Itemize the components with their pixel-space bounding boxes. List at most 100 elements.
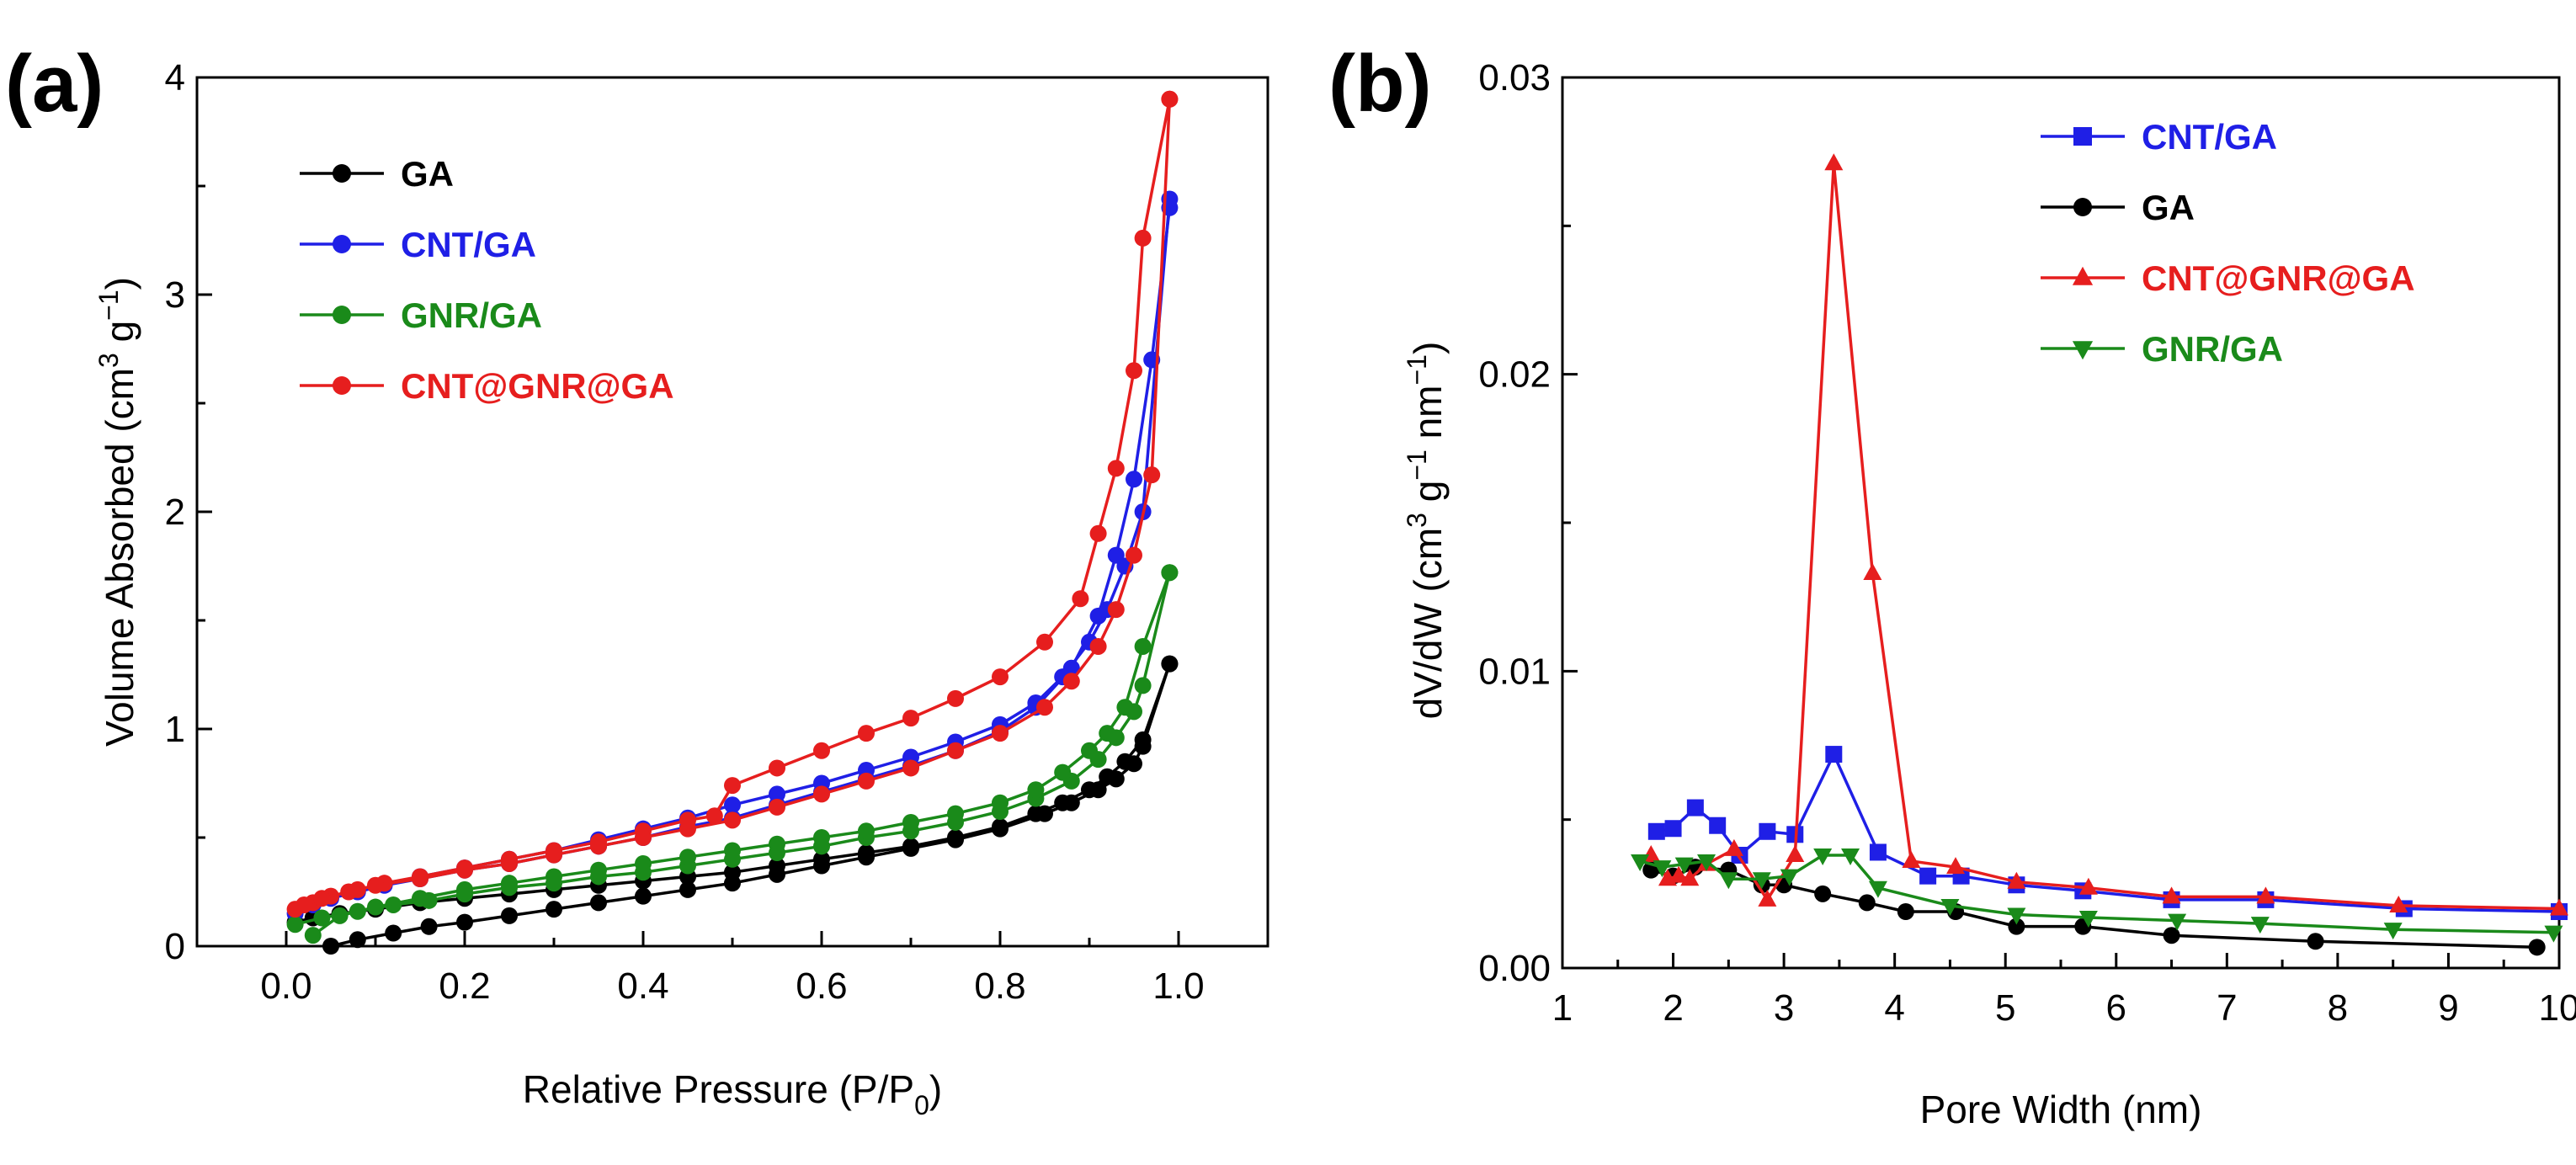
psd-cnt-ga-point bbox=[1664, 820, 1682, 838]
adsorption-ga-point bbox=[679, 880, 696, 898]
legend-marker bbox=[2073, 198, 2092, 216]
desorption-gnr-ga-point bbox=[1099, 725, 1116, 742]
y-tick-label: 0.00 bbox=[1478, 948, 1551, 989]
desorption-gnr-ga-point bbox=[412, 890, 428, 907]
desorption-cnt-gnr-ga-point bbox=[902, 759, 919, 777]
desorption-gnr-ga-point bbox=[590, 861, 607, 879]
psd-cnt-gnr-ga-point bbox=[2078, 877, 2098, 895]
psd-cnt-gnr-ga-line bbox=[1649, 163, 2560, 911]
psd-cnt-gnr-ga-point bbox=[1680, 869, 1700, 886]
adsorption-cnt-gnr-ga-point bbox=[947, 689, 964, 707]
legend-label: GA bbox=[401, 154, 454, 194]
adsorption-ga-point bbox=[385, 924, 402, 942]
psd-ga-point bbox=[1897, 902, 1914, 920]
psd-cnt-ga-point bbox=[1647, 822, 1665, 840]
legend-a: GA CNT/GA GNR/GA CNT@GNR@GA bbox=[300, 154, 674, 406]
adsorption-cnt-gnr-ga-point bbox=[1072, 590, 1089, 608]
psd-gnr-ga-point bbox=[1780, 869, 1799, 886]
x-tick-label: 8 bbox=[2328, 987, 2348, 1029]
psd-cnt-gnr-ga-point bbox=[2550, 898, 2568, 916]
psd-ga-point bbox=[2307, 933, 2324, 950]
x-axis-title-b: Pore Width (nm) bbox=[1920, 1088, 2202, 1131]
desorption-gnr-ga-point bbox=[331, 907, 349, 924]
psd-cnt-gnr-ga-point bbox=[1669, 865, 1689, 883]
desorption-cnt-ga-point bbox=[724, 796, 741, 814]
legend-label: CNT/GA bbox=[401, 225, 536, 264]
adsorption-cnt-gnr-ga-point bbox=[992, 668, 1009, 686]
x-tick-label: 9 bbox=[2438, 987, 2458, 1029]
desorption-gnr-ga-point bbox=[367, 898, 384, 916]
psd-gnr-ga-point bbox=[1868, 880, 1887, 898]
psd-cnt-gnr-ga-point bbox=[2007, 871, 2026, 889]
psd-cnt-gnr-ga-point bbox=[1946, 857, 1966, 875]
adsorption-ga-point bbox=[635, 887, 652, 905]
x-tick-label: 0.4 bbox=[617, 966, 668, 1007]
psd-cnt-gnr-ga-point bbox=[2256, 886, 2275, 904]
adsorption-cnt-gnr-ga-point bbox=[813, 742, 830, 759]
desorption-cnt-gnr-ga-point bbox=[313, 890, 331, 907]
psd-cnt-gnr-ga-point bbox=[1724, 838, 1743, 856]
desorption-gnr-ga-point bbox=[1081, 742, 1098, 759]
desorption-gnr-ga-point bbox=[1116, 699, 1134, 716]
psd-cnt-ga-point bbox=[1709, 817, 1727, 834]
psd-gnr-ga-point bbox=[2168, 913, 2187, 931]
adsorption-cnt-gnr-ga-point bbox=[858, 725, 875, 742]
desorption-gnr-ga-point bbox=[902, 813, 919, 831]
y-tick-label: 0 bbox=[165, 926, 185, 967]
axis-ticks-b: 1 2 3 4 5 6 7 8 9 10 0.00 0.01 0.02 0.03 bbox=[1478, 57, 2576, 1029]
desorption-cnt-ga-point bbox=[769, 785, 785, 803]
psd-gnr-ga-point bbox=[1653, 860, 1672, 878]
psd-gnr-ga-point bbox=[2544, 925, 2563, 943]
psd-gnr-ga-point bbox=[1719, 872, 1738, 890]
psd-gnr-ga-point bbox=[1752, 872, 1771, 890]
desorption-gnr-ga-point bbox=[501, 875, 518, 892]
desorption-cnt-gnr-ga-point bbox=[1036, 699, 1053, 716]
adsorption-gnr-ga-point bbox=[313, 909, 331, 927]
psd-cnt-ga-point bbox=[1825, 746, 1843, 763]
desorption-cnt-gnr-ga-point bbox=[412, 870, 428, 888]
desorption-gnr-ga-point bbox=[1134, 637, 1152, 655]
adsorption-ga-point bbox=[590, 894, 607, 912]
x-tick-label: 1.0 bbox=[1152, 966, 1204, 1007]
desorption-cnt-gnr-ga-point bbox=[1107, 601, 1125, 619]
desorption-cnt-gnr-ga-point bbox=[1161, 90, 1179, 108]
desorption-gnr-ga-point bbox=[1054, 763, 1072, 781]
desorption-gnr-ga-point bbox=[724, 842, 741, 859]
x-tick-label: 0.6 bbox=[796, 966, 847, 1007]
x-tick-label: 3 bbox=[1774, 987, 1794, 1029]
series-b-cnt-gnr-ga bbox=[1642, 153, 2568, 916]
desorption-cnt-gnr-ga-point bbox=[501, 854, 518, 872]
legend-marker bbox=[333, 164, 351, 183]
desorption-cnt-gnr-ga-point bbox=[295, 896, 313, 913]
adsorption-cnt-gnr-ga-point bbox=[1134, 229, 1152, 247]
psd-cnt-gnr-ga-point bbox=[1902, 851, 1921, 869]
adsorption-cnt-ga-point bbox=[1126, 471, 1142, 488]
desorption-cnt-gnr-ga-point bbox=[590, 838, 607, 855]
desorption-cnt-gnr-ga-point bbox=[769, 798, 785, 816]
desorption-gnr-ga-point bbox=[858, 822, 875, 840]
adsorption-gnr-ga-point bbox=[286, 916, 304, 934]
psd-cnt-ga-point bbox=[1759, 822, 1776, 840]
x-tick-label: 10 bbox=[2539, 987, 2576, 1029]
desorption-cnt-gnr-ga-point bbox=[456, 861, 473, 879]
y-tick-label: 1 bbox=[165, 709, 185, 750]
psd-gnr-ga-point bbox=[2078, 911, 2098, 928]
psd-gnr-ga-point bbox=[1631, 854, 1650, 872]
desorption-cnt-gnr-ga-point bbox=[635, 829, 652, 846]
psd-cnt-gnr-ga-point bbox=[1758, 889, 1777, 907]
adsorption-ga-point bbox=[349, 931, 366, 949]
y-axis-title-a: Volume Absorbed (cm3 g−1) bbox=[93, 277, 141, 747]
x-tick-label: 0.2 bbox=[439, 966, 490, 1007]
psd-cnt-gnr-ga-point bbox=[2162, 886, 2181, 904]
adsorption-cnt-gnr-ga-point bbox=[705, 807, 723, 825]
x-tick-label: 4 bbox=[1884, 987, 1904, 1029]
desorption-ga-point bbox=[1081, 781, 1098, 799]
plot-frame-b bbox=[1561, 76, 2561, 970]
legend-marker bbox=[333, 376, 351, 395]
desorption-cnt-gnr-ga-point bbox=[1062, 673, 1080, 690]
series-b-cnt-ga bbox=[1647, 746, 2568, 920]
desorption-cnt-gnr-ga-point bbox=[340, 883, 358, 901]
legend-label: CNT/GA bbox=[2142, 117, 2277, 157]
desorption-ga-point bbox=[1054, 794, 1072, 811]
